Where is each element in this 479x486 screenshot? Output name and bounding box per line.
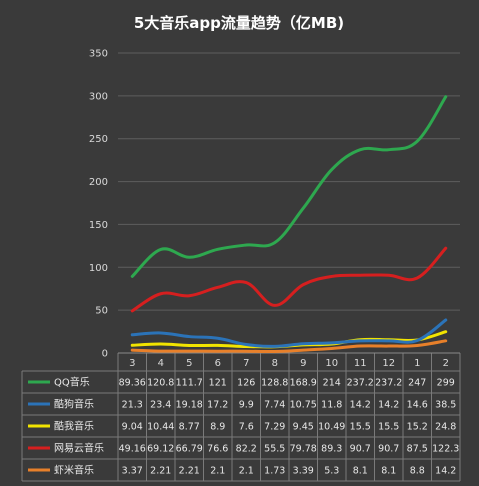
data-table-cell: 21.3 bbox=[122, 400, 143, 411]
y-tick-label: 0 bbox=[102, 349, 108, 360]
data-table-cell: 10.49 bbox=[318, 422, 345, 433]
data-table-cell: 111.7 bbox=[176, 378, 203, 389]
data-table-cell: 14.2 bbox=[435, 466, 456, 477]
data-table-cell: 126 bbox=[237, 378, 255, 389]
data-table-cell: 2.21 bbox=[179, 466, 200, 477]
x-tick-label: 1 bbox=[414, 358, 420, 369]
y-tick-label: 150 bbox=[89, 220, 108, 231]
x-tick-label: 4 bbox=[158, 358, 164, 369]
data-table-cell: 9.9 bbox=[239, 400, 254, 411]
legend-label: 网易云音乐 bbox=[54, 442, 104, 455]
data-table-cell: 10.44 bbox=[147, 422, 174, 433]
data-table-cell: 7.29 bbox=[264, 422, 285, 433]
data-table-cell: 7.74 bbox=[264, 400, 285, 411]
data-table-cell: 89.36 bbox=[119, 378, 146, 389]
x-tick-label: 5 bbox=[186, 358, 192, 369]
y-tick-label: 300 bbox=[89, 91, 108, 102]
data-table-cell: 8.8 bbox=[410, 466, 425, 477]
data-table-cell: 89.3 bbox=[321, 444, 342, 455]
data-table-cell: 11.8 bbox=[321, 400, 342, 411]
data-table-cell: 9.45 bbox=[293, 422, 314, 433]
data-table-cell: 122.3 bbox=[432, 444, 459, 455]
legend-label: 酷狗音乐 bbox=[54, 398, 94, 411]
data-table-cell: 66.79 bbox=[176, 444, 203, 455]
data-table-cell: 55.5 bbox=[264, 444, 285, 455]
data-table-cell: 120.8 bbox=[147, 378, 174, 389]
data-table-cell: 69.12 bbox=[147, 444, 174, 455]
data-table-cell: 79.78 bbox=[290, 444, 317, 455]
data-table-cell: 2.21 bbox=[150, 466, 171, 477]
y-tick-label: 250 bbox=[89, 134, 108, 145]
data-table-cell: 8.1 bbox=[381, 466, 396, 477]
series-line bbox=[130, 246, 448, 313]
series-line bbox=[130, 339, 448, 354]
data-table-cell: 17.2 bbox=[207, 400, 228, 411]
data-table-cell: 168.9 bbox=[290, 378, 317, 389]
data-table-cell: 8.1 bbox=[353, 466, 368, 477]
data-table-cell: 247 bbox=[408, 378, 426, 389]
series-line bbox=[130, 318, 448, 348]
data-table-cell: 15.5 bbox=[378, 422, 399, 433]
data-table-cell: 8.77 bbox=[179, 422, 200, 433]
x-tick-label: 7 bbox=[243, 358, 249, 369]
x-tick-label: 10 bbox=[325, 358, 338, 369]
legend-label: 酷我音乐 bbox=[54, 420, 94, 433]
data-table-cell: 237.2 bbox=[375, 378, 402, 389]
x-tick-label: 11 bbox=[354, 358, 367, 369]
data-table-cell: 9.04 bbox=[122, 422, 143, 433]
data-table-cell: 90.7 bbox=[350, 444, 371, 455]
data-table-cell: 24.8 bbox=[435, 422, 456, 433]
data-table-cell: 7.6 bbox=[239, 422, 254, 433]
x-tick-label: 8 bbox=[272, 358, 278, 369]
data-table-cell: 2.1 bbox=[239, 466, 254, 477]
data-table-cell: 76.6 bbox=[207, 444, 228, 455]
y-tick-label: 100 bbox=[89, 263, 108, 274]
data-table-cell: 14.2 bbox=[350, 400, 371, 411]
data-table-cell: 87.5 bbox=[407, 444, 428, 455]
series-line bbox=[130, 95, 448, 278]
data-table-cell: 23.4 bbox=[150, 400, 171, 411]
data-table-cell: 1.73 bbox=[264, 466, 285, 477]
data-table-cell: 8.9 bbox=[210, 422, 225, 433]
data-table-cell: 15.2 bbox=[407, 422, 428, 433]
data-table-cell: 3.37 bbox=[122, 466, 143, 477]
y-tick-label: 350 bbox=[89, 49, 108, 60]
data-table-cell: 5.3 bbox=[324, 466, 339, 477]
x-tick-label: 2 bbox=[443, 358, 449, 369]
x-tick-label: 12 bbox=[382, 358, 395, 369]
y-tick-label: 200 bbox=[89, 177, 108, 188]
data-table-cell: 82.2 bbox=[236, 444, 257, 455]
data-table-cell: 3.39 bbox=[293, 466, 314, 477]
legend-label: 虾米音乐 bbox=[54, 464, 94, 477]
data-table-cell: 49.16 bbox=[119, 444, 146, 455]
data-table-cell: 10.75 bbox=[290, 400, 317, 411]
data-table-cell: 14.2 bbox=[378, 400, 399, 411]
x-tick-label: 6 bbox=[215, 358, 221, 369]
data-table-cell: 19.18 bbox=[176, 400, 203, 411]
chart-title: 5大音乐app流量趋势（亿MB) bbox=[134, 14, 344, 32]
data-table-cell: 214 bbox=[323, 378, 341, 389]
data-table-cell: 128.8 bbox=[261, 378, 288, 389]
data-table-cell: 2.1 bbox=[210, 466, 225, 477]
data-table-cell: 237.2 bbox=[347, 378, 374, 389]
x-tick-label: 9 bbox=[300, 358, 306, 369]
data-table-cell: 38.5 bbox=[435, 400, 456, 411]
x-tick-label: 3 bbox=[129, 358, 135, 369]
data-table-cell: 14.6 bbox=[407, 400, 428, 411]
y-tick-label: 50 bbox=[95, 306, 108, 317]
data-table-cell: 299 bbox=[437, 378, 455, 389]
data-table-cell: 121 bbox=[209, 378, 227, 389]
data-table-cell: 90.7 bbox=[378, 444, 399, 455]
data-table-cell: 15.5 bbox=[350, 422, 371, 433]
legend-label: QQ音乐 bbox=[54, 376, 90, 389]
